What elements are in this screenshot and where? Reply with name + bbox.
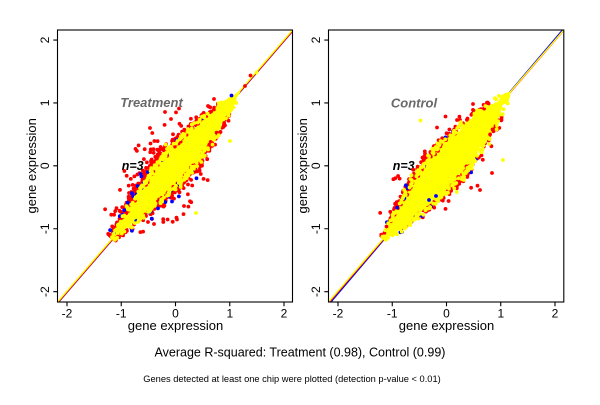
svg-text:Treatment: Treatment bbox=[120, 95, 183, 110]
svg-text:0: 0 bbox=[38, 162, 52, 169]
svg-text:-1: -1 bbox=[116, 307, 127, 321]
svg-text:2: 2 bbox=[309, 36, 323, 43]
svg-text:2: 2 bbox=[281, 307, 288, 321]
svg-text:-2: -2 bbox=[333, 307, 344, 321]
svg-text:Average R-squared: Treatment (: Average R-squared: Treatment (0.98), Con… bbox=[155, 346, 446, 360]
svg-text:-2: -2 bbox=[62, 307, 73, 321]
svg-text:gene expression: gene expression bbox=[295, 118, 310, 213]
svg-text:1: 1 bbox=[309, 99, 323, 106]
svg-text:n=3: n=3 bbox=[393, 159, 415, 173]
svg-text:0: 0 bbox=[443, 307, 450, 321]
svg-text:-1: -1 bbox=[309, 223, 323, 234]
svg-text:1: 1 bbox=[38, 99, 52, 106]
svg-text:-2: -2 bbox=[38, 286, 52, 297]
svg-text:gene expression: gene expression bbox=[399, 318, 494, 333]
svg-text:-2: -2 bbox=[309, 286, 323, 297]
svg-text:Control: Control bbox=[391, 96, 438, 111]
svg-text:1: 1 bbox=[497, 307, 504, 321]
svg-text:gene expression: gene expression bbox=[24, 118, 39, 213]
svg-text:Genes detected at least one ch: Genes detected at least one chip were pl… bbox=[143, 374, 440, 384]
svg-text:2: 2 bbox=[38, 36, 52, 43]
svg-text:n=3: n=3 bbox=[122, 159, 144, 173]
svg-text:1: 1 bbox=[226, 307, 233, 321]
svg-text:gene expression: gene expression bbox=[128, 318, 223, 333]
svg-text:-1: -1 bbox=[387, 307, 398, 321]
svg-text:-1: -1 bbox=[38, 223, 52, 234]
svg-text:2: 2 bbox=[552, 307, 559, 321]
svg-text:0: 0 bbox=[172, 307, 179, 321]
svg-text:0: 0 bbox=[309, 162, 323, 169]
